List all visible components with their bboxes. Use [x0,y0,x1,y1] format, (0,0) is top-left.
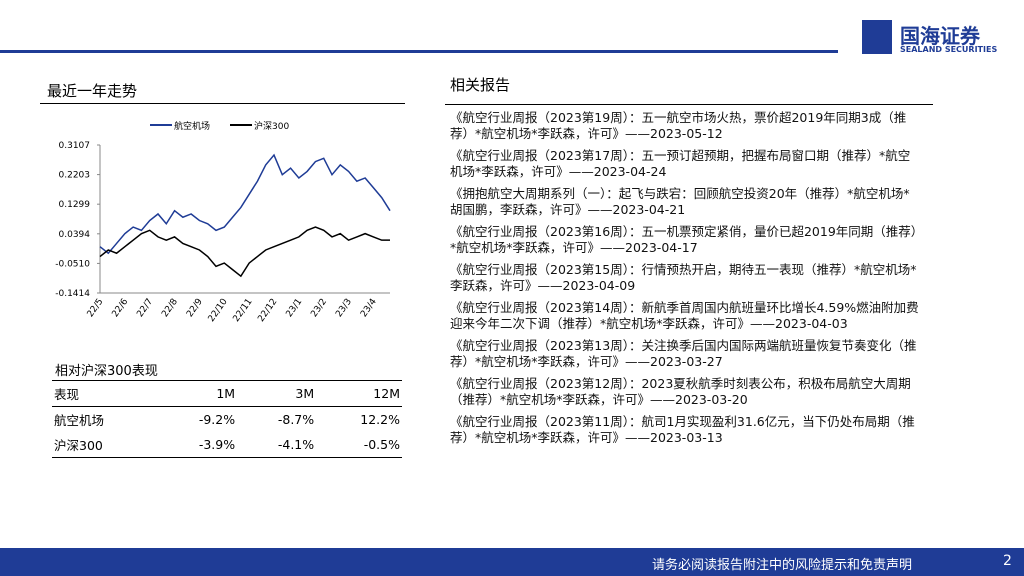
y-tick-label: -0.0510 [55,259,90,269]
section-title: 相关报告 [450,76,511,94]
report-item: 《拥抱航空大周期系列（一）：起飞与跌宕：回顾航空投资20年（推荐）*航空机场*胡… [450,186,910,217]
report-item: 《航空行业周报（2023第14周）：新航季首周国内航班量环比增长4.59%燃油附… [450,300,919,331]
y-tick-label: 0.2203 [59,171,91,181]
report-item: 《航空行业周报（2023第17周）：五一预订超预期，把握布局窗口期（推荐）*航空… [450,148,911,179]
x-tick-label: 22/10 [207,297,230,324]
header-rule [0,50,838,53]
y-tick-label: 0.0394 [59,230,91,240]
table-row: 航空机场 -9.2% -8.7% 12.2% [52,407,402,433]
table-cell: 12.2% [360,412,400,427]
table-cell: 3M [295,386,315,401]
footer-bar [0,548,1024,576]
table-cell: 表现 [54,387,80,402]
chart: -0.1414 -0.0510 0.0394 0.1299 0.2203 0.3107 22… [55,120,391,324]
section-title: 相对沪深300表现 [55,364,158,379]
x-tick-label: 22/8 [160,297,180,320]
rule [445,104,933,105]
table-cell: 航空机场 [54,413,105,428]
report-list: 《航空行业周报（2023第19周）：五一航空市场火热，票价超2019年同期3成（… [450,110,920,452]
table-cell: -3.9% [198,437,236,452]
x-tick-label: 23/3 [334,297,354,319]
y-tick-label: 0.1299 [59,200,91,210]
x-tick-label: 22/12 [256,297,279,324]
section-title: 最近一年走势 [47,82,138,100]
x-tick-label: 22/9 [185,297,205,320]
table-cell: -0.5% [363,437,400,452]
table-cell: 1M [216,386,236,401]
report-item: 《航空行业周报（2023第19周）：五一航空市场火热，票价超2019年同期3成（… [450,110,907,141]
line-series [99,226,390,278]
y-tick-label: -0.1414 [55,289,90,299]
x-tick-label: 22/11 [232,297,255,324]
legend-label: 沪深300 [254,120,289,132]
x-tick-label: 22/6 [111,297,131,320]
table-cell: 沪深300 [54,438,103,453]
brand-en: SEALAND SECURITIES [900,45,998,54]
perf-table: 表现 1M 3M 12M 航空机场 -9.2% -8.7% 12.2% 沪深300 -3.9% -4… [52,380,402,458]
table-cell: 12M [373,386,400,401]
legend-label: 航空机场 [174,120,210,132]
table-row: 表现 1M 3M 12M [52,381,402,407]
logo-icon [862,20,892,54]
x-tick-label: 23/2 [309,297,329,319]
table-cell: -8.7% [277,412,315,427]
x-tick-label: 22/5 [86,297,106,319]
report-item: 《航空行业周报（2023第12周）：2023夏秋航季时刻表公布，积极布局航空大周… [450,376,911,407]
line-series [99,153,391,255]
page-number: 2 [1003,553,1012,569]
report-item: 《航空行业周报（2023第16周）：五一机票预定紧俏，量价已超2019年同期（推… [450,224,918,255]
disclaimer: 请务必阅读报告附注中的风险提示和免责声明 [652,558,913,573]
rule [40,103,405,104]
y-tick-label: 0.3107 [59,141,91,151]
report-item: 《航空行业周报（2023第11周）：航司1月实现盈利31.6亿元，当下仍处布局期… [450,414,915,445]
report-item: 《航空行业周报（2023第13周）：关注换季后国内国际两端航班量恢复节奏变化（推… [450,338,917,369]
x-tick-label: 23/1 [285,297,305,319]
brand: 国海证券 [900,24,980,48]
table-cell: -4.1% [277,437,315,452]
x-tick-label: 23/4 [359,297,379,320]
report-item: 《航空行业周报（2023第15周）：行情预热开启，期待五一表现（推荐）*航空机场… [450,262,917,293]
x-tick-label: 22/7 [135,297,155,319]
table-cell: -9.2% [198,412,236,427]
table-row: 沪深300 -3.9% -4.1% -0.5% [52,432,402,458]
